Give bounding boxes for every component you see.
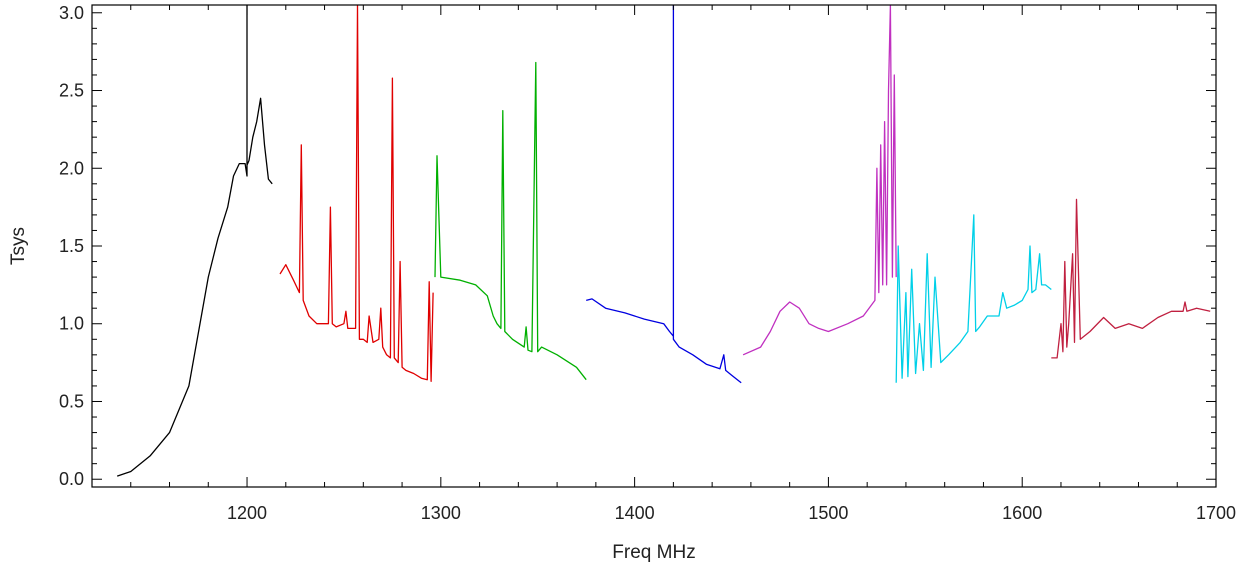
y-tick-label: 3.0 (59, 3, 84, 23)
series-line-3 (434, 61, 587, 381)
x-tick-label: 1200 (227, 503, 267, 523)
y-tick-label: 1.0 (59, 314, 84, 334)
series-line-5 (742, 5, 897, 356)
y-tick-label: 0.5 (59, 391, 84, 411)
y-tick-label: 0.0 (59, 469, 84, 489)
x-tick-label: 1300 (421, 503, 461, 523)
series-line-6 (895, 214, 1052, 383)
x-tick-label: 1600 (1002, 503, 1042, 523)
series-layer (116, 5, 1211, 477)
x-tick-label: 1700 (1196, 503, 1236, 523)
y-tick-label: 2.0 (59, 158, 84, 178)
y-axis-label: Tsys (8, 227, 29, 265)
x-tick-label: 1400 (615, 503, 655, 523)
series-line-7 (1051, 198, 1211, 359)
series-line-1 (116, 5, 273, 477)
x-tick-label: 1500 (808, 503, 848, 523)
series-line-4 (586, 5, 742, 384)
y-tick-label: 1.5 (59, 236, 84, 256)
tick-labels-layer: 1200 1300 1400 1500 1600 1700 0.0 0.5 1.0 1.5 2.0 2… (59, 3, 1236, 523)
plot-frame (91, 4, 1217, 488)
y-tick-label: 2.5 (59, 81, 84, 101)
x-axis-label: Freq MHz (612, 542, 695, 563)
ticks-layer (91, 5, 1217, 487)
series-line-2 (279, 5, 434, 382)
